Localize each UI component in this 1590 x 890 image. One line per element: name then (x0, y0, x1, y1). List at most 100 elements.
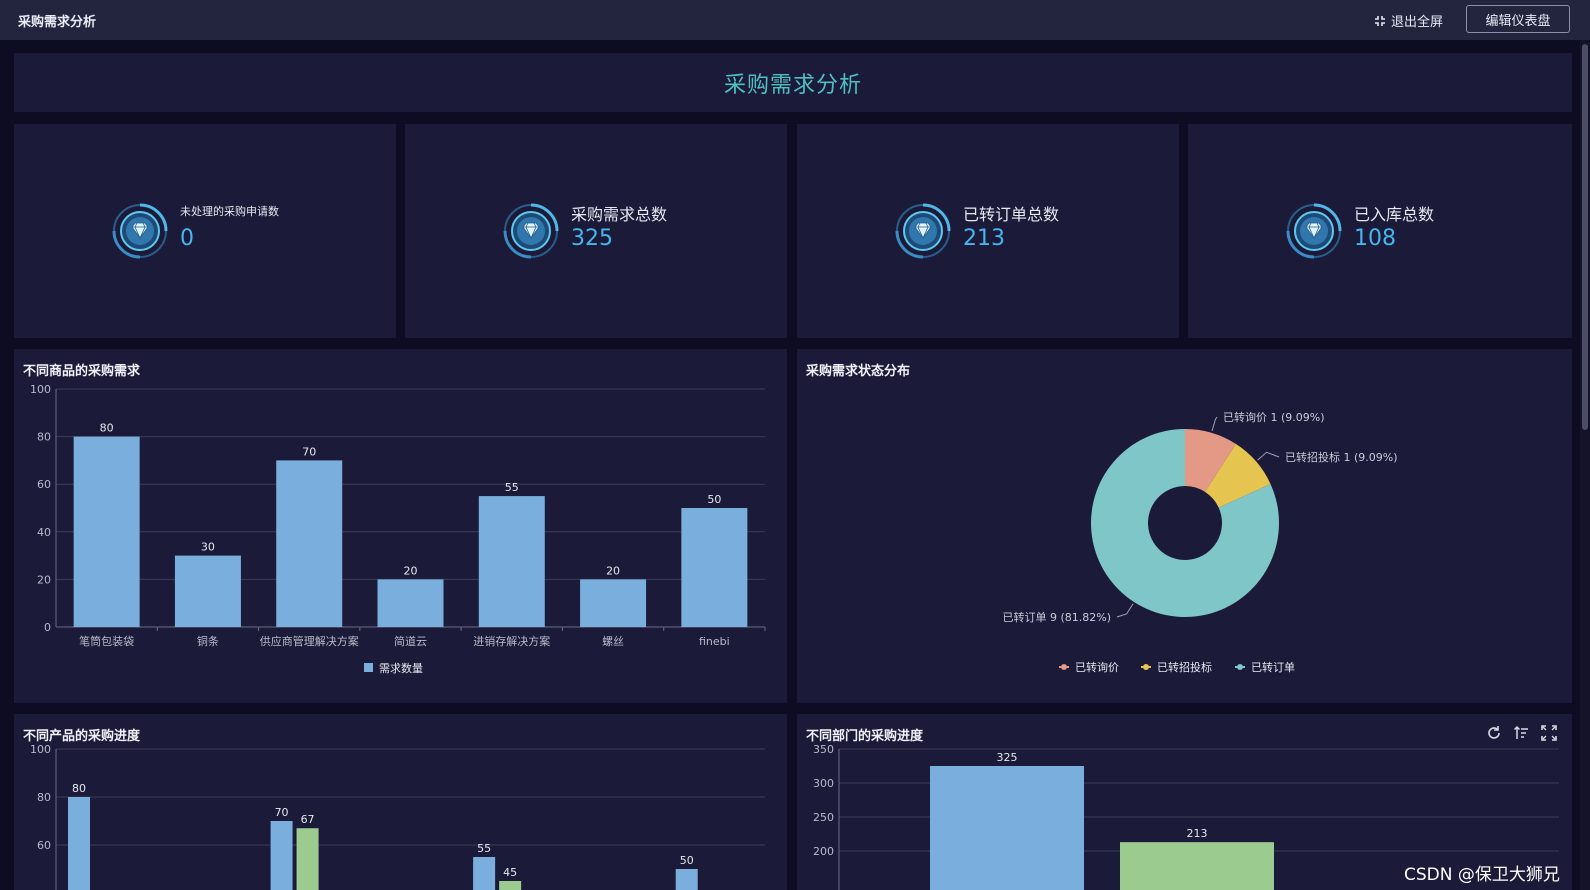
y-tick-label: 80 (37, 791, 51, 804)
bar-value-label: 213 (1187, 827, 1208, 840)
pie-label: 已转询价 1 (9.09%) (1223, 410, 1325, 424)
bar (174, 555, 241, 627)
app-title: 采购需求分析 (18, 15, 97, 30)
pie-slice (1091, 429, 1279, 617)
product-demand-panel: 不同商品的采购需求 0 20 40 60 80 100 80 笔筒包装袋 30 铜条 70 供应商管理… (14, 349, 787, 703)
bar (499, 881, 522, 890)
x-tick-label: 供应商管理解决方案 (260, 634, 359, 648)
bar-value-label: 45 (503, 866, 517, 879)
pie-label-line (1116, 603, 1134, 618)
diamond-badge-icon (1286, 203, 1342, 259)
kpi-value: 0 (180, 226, 194, 251)
legend-marker (1061, 664, 1067, 670)
legend-swatch (364, 663, 373, 672)
bar-value-label: 80 (100, 422, 114, 435)
legend-label: 已转询价 (1075, 660, 1119, 674)
fullscreen-icon[interactable] (1541, 725, 1557, 741)
kpi-value: 108 (1354, 226, 1396, 251)
bar-value-label: 30 (201, 541, 215, 554)
page-scrollbar[interactable] (1580, 40, 1590, 890)
bar-value-label: 20 (606, 564, 620, 577)
kpi-label: 已转订单总数 (963, 205, 1060, 224)
dashboard-title: 采购需求分析 (723, 73, 862, 98)
kpi-value: 325 (571, 226, 613, 251)
kpi-label: 已入库总数 (1354, 205, 1435, 224)
top-bar: 采购需求分析 退出全屏 编辑仪表盘 (0, 0, 1590, 40)
kpi-card-unprocessed: 未处理的采购申请数 0 (14, 124, 396, 338)
bar-value-label: 80 (72, 782, 86, 795)
product-progress-bar-chart: 60 80 100 80 70 67 55 45 50 (30, 743, 765, 890)
edit-dashboard-button[interactable]: 编辑仪表盘 (1466, 5, 1570, 33)
bar-value-label: 50 (707, 493, 721, 506)
y-tick-label: 350 (813, 743, 834, 756)
product-demand-bar-chart: 0 20 40 60 80 100 80 笔筒包装袋 30 铜条 70 供应商管理解决方案 20 简道云 5… (30, 383, 766, 675)
bar-value-label: 50 (680, 854, 694, 867)
demand-status-donut-chart: 已转询价 1 (9.09%) 已转招投标 1 (9.09%) 已转订单 9 (81.… (1002, 410, 1398, 674)
panel-title: 不同产品的采购进度 (23, 729, 141, 744)
bar-value-label: 55 (477, 842, 491, 855)
diamond-badge-icon (503, 203, 559, 259)
bar (580, 579, 647, 627)
x-tick-label: 铜条 (197, 634, 219, 648)
y-tick-label: 80 (37, 431, 51, 444)
panel-title: 不同部门的采购进度 (806, 729, 924, 744)
legend-label: 已转招投标 (1157, 660, 1212, 674)
legend-marker (1143, 664, 1149, 670)
scrollbar-thumb[interactable] (1582, 44, 1588, 430)
x-tick-label: 笔筒包装袋 (79, 634, 134, 648)
dashboard-title-panel: 采购需求分析 (14, 53, 1572, 112)
kpi-card-total-demand: 采购需求总数 325 (405, 124, 787, 338)
kpi-card-stocked: 已入库总数 108 (1188, 124, 1572, 338)
bar (681, 508, 748, 627)
y-tick-label: 0 (44, 621, 51, 634)
x-tick-label: 螺丝 (602, 635, 624, 648)
bar (296, 828, 319, 890)
y-tick-label: 250 (813, 811, 834, 824)
exit-fullscreen-label: 退出全屏 (1391, 15, 1444, 30)
exit-fullscreen-icon (1375, 16, 1385, 26)
refresh-icon[interactable] (1486, 725, 1502, 741)
bar-value-label: 20 (404, 564, 418, 577)
diamond-badge-icon (112, 203, 168, 259)
pie-label: 已转订单 9 (81.82%) (1002, 610, 1111, 624)
bar-value-label: 70 (275, 806, 289, 819)
pie-slice (1185, 429, 1236, 492)
bar (276, 460, 343, 627)
panel-title: 采购需求状态分布 (806, 364, 911, 379)
sort-icon[interactable] (1513, 725, 1529, 741)
y-tick-label: 200 (813, 845, 834, 858)
department-progress-bar-chart: 200 250 300 350 325 213 (813, 743, 1559, 890)
exit-fullscreen-button[interactable]: 退出全屏 (1374, 11, 1443, 30)
watermark: CSDN @保卫大狮兄 (1404, 865, 1560, 885)
legend-label: 已转订单 (1251, 660, 1295, 674)
y-tick-label: 20 (37, 573, 51, 586)
bar-value-label: 325 (997, 751, 1018, 764)
y-tick-label: 60 (37, 839, 51, 852)
bar (270, 821, 293, 890)
bar (930, 766, 1084, 890)
kpi-card-orders: 已转订单总数 213 (797, 124, 1179, 338)
legend-marker (1237, 664, 1243, 670)
demand-status-panel: 采购需求状态分布 已转询价 1 (9.09%) 已转招投标 1 (9.09%) 已转… (797, 349, 1572, 703)
y-tick-label: 100 (30, 743, 51, 756)
x-tick-label: finebi (699, 635, 730, 648)
kpi-value: 213 (963, 226, 1005, 251)
legend-label: 需求数量 (379, 662, 423, 675)
bar (1120, 842, 1274, 890)
pie-label: 已转招投标 1 (9.09%) (1285, 450, 1398, 464)
bar (473, 857, 496, 890)
x-tick-label: 进销存解决方案 (473, 634, 550, 648)
bar-value-label: 55 (505, 481, 519, 494)
bar (675, 869, 698, 890)
kpi-label: 未处理的采购申请数 (180, 205, 279, 218)
product-progress-panel: 不同产品的采购进度 60 80 100 80 70 67 55 45 50 (14, 714, 787, 890)
y-tick-label: 60 (37, 478, 51, 491)
bar-value-label: 67 (301, 813, 315, 826)
bar (377, 579, 444, 627)
bar (73, 436, 140, 627)
bar (478, 496, 545, 627)
bar (68, 797, 90, 890)
x-tick-label: 简道云 (394, 634, 427, 648)
y-tick-label: 300 (813, 777, 834, 790)
y-tick-label: 40 (37, 526, 51, 539)
